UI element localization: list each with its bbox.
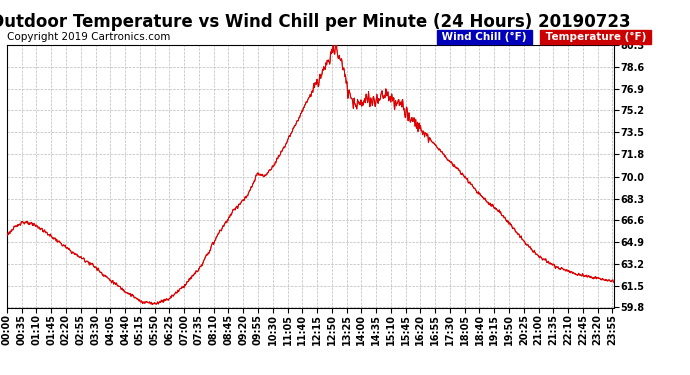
Text: Wind Chill (°F): Wind Chill (°F) (438, 32, 531, 42)
Text: Copyright 2019 Cartronics.com: Copyright 2019 Cartronics.com (7, 32, 170, 42)
Text: Outdoor Temperature vs Wind Chill per Minute (24 Hours) 20190723: Outdoor Temperature vs Wind Chill per Mi… (0, 13, 631, 31)
Text: Temperature (°F): Temperature (°F) (542, 32, 650, 42)
